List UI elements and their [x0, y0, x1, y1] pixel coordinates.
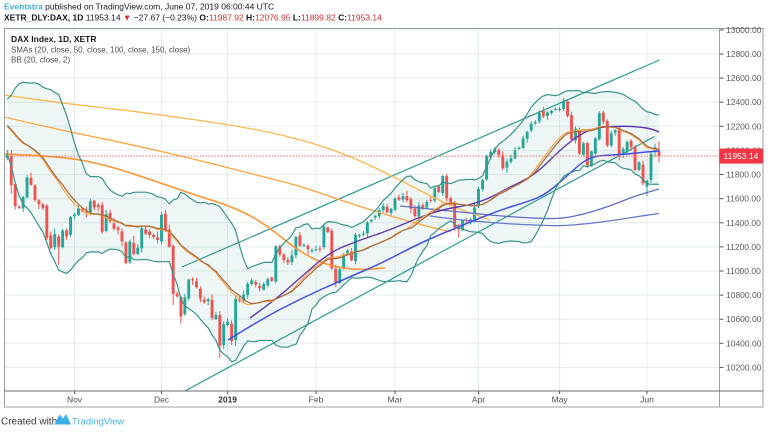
svg-text:11400.00: 11400.00 [726, 218, 761, 228]
svg-text:11200.00: 11200.00 [726, 242, 761, 252]
svg-text:Mar: Mar [388, 395, 403, 405]
svg-text:10600.00: 10600.00 [726, 314, 762, 324]
svg-text:11000.00: 11000.00 [726, 266, 761, 276]
svg-text:Created with: Created with [1, 417, 57, 428]
svg-text:11600.00: 11600.00 [726, 194, 761, 204]
svg-text:12800.00: 12800.00 [726, 49, 762, 59]
svg-text:SMAs (20, close, 50, close, 10: SMAs (20, close, 50, close, 100, close, … [11, 46, 191, 55]
svg-text:May: May [552, 395, 569, 405]
svg-text:XETR_DLY:DAX, 1D 11953.14 ▼ −: XETR_DLY:DAX, 1D 11953.14 ▼ −27.67 (−0.2… [4, 13, 382, 23]
svg-text:Apr: Apr [472, 395, 485, 405]
svg-text:Nov: Nov [67, 395, 83, 405]
svg-text:Jun: Jun [640, 395, 654, 405]
svg-text:Dec: Dec [154, 395, 170, 405]
svg-text:DAX Index, 1D, XETR: DAX Index, 1D, XETR [11, 34, 97, 44]
svg-text:BB (20, close, 2): BB (20, close, 2) [11, 56, 70, 65]
svg-text:12600.00: 12600.00 [726, 73, 762, 83]
svg-text:Eventstra published on Trading: Eventstra published on TradingView.com, … [4, 2, 274, 12]
svg-text:11953.14: 11953.14 [724, 151, 759, 161]
svg-text:10200.00: 10200.00 [726, 362, 762, 372]
svg-text:12200.00: 12200.00 [726, 121, 762, 131]
svg-text:Feb: Feb [309, 395, 324, 405]
svg-text:11800.00: 11800.00 [726, 170, 761, 180]
svg-text:TradingView: TradingView [72, 417, 124, 428]
svg-text:2019: 2019 [218, 395, 237, 405]
svg-text:13000.00: 13000.00 [726, 25, 762, 35]
svg-text:10400.00: 10400.00 [726, 338, 762, 348]
svg-text:10800.00: 10800.00 [726, 290, 762, 300]
svg-text:12400.00: 12400.00 [726, 97, 762, 107]
